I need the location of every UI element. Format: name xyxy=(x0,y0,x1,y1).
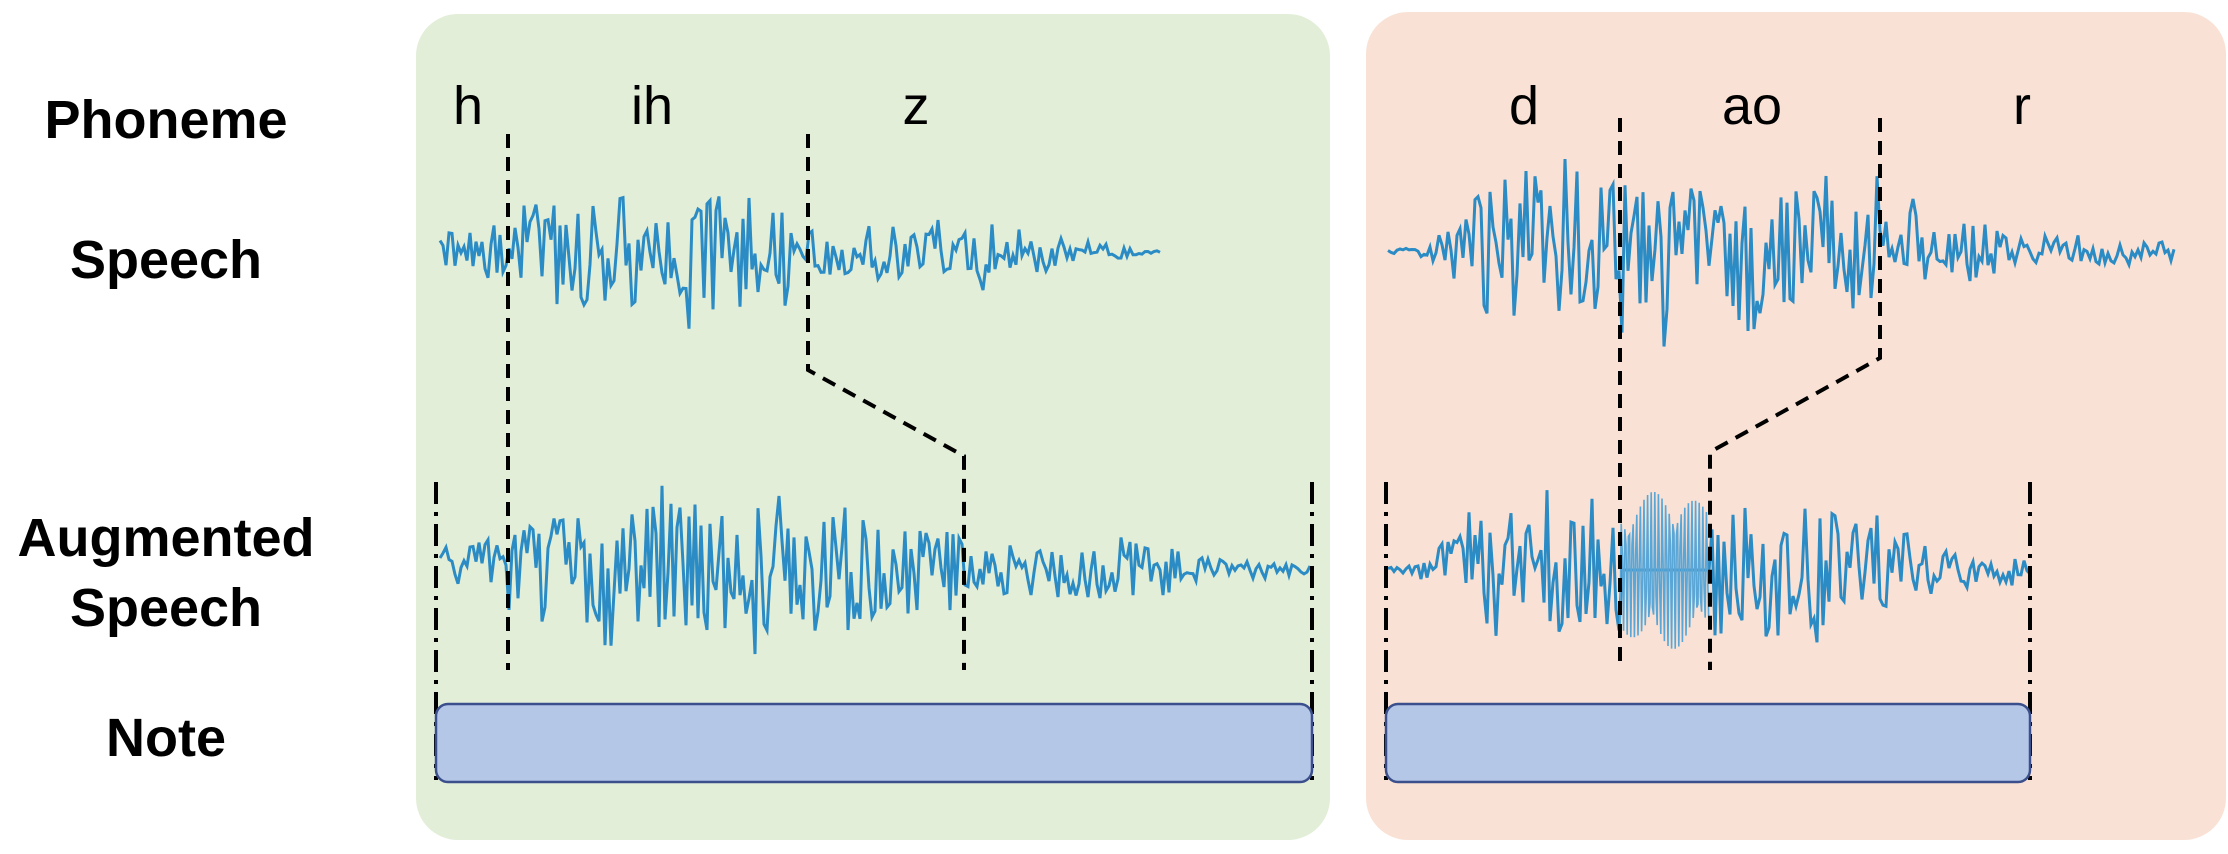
row-label-speech: Speech xyxy=(70,230,262,290)
phoneme-d: d xyxy=(1509,76,1539,136)
note-bar-right xyxy=(1384,702,2032,784)
phoneme-ih: ih xyxy=(631,76,673,136)
speech-waveform-left xyxy=(438,195,1161,329)
boundary-ao-r xyxy=(1708,118,1882,670)
left-panel xyxy=(416,14,1330,840)
boundary-lines-right xyxy=(1618,118,1882,670)
speech-waveform-right xyxy=(1387,159,2176,347)
row-label-phoneme: Phoneme xyxy=(44,90,287,150)
boundary-ih-z xyxy=(806,134,966,670)
row-label-note: Note xyxy=(106,708,226,768)
note-bar-left xyxy=(434,702,1314,784)
phoneme-r: r xyxy=(2013,76,2031,136)
phoneme-ao: ao xyxy=(1722,76,1782,136)
phoneme-h: h xyxy=(453,76,483,136)
augmented-waveform-right-inserted xyxy=(1619,491,1710,649)
right-panel xyxy=(1366,12,2226,840)
phoneme-z: z xyxy=(903,76,930,136)
boundary-lines-left xyxy=(506,134,966,670)
augmented-waveform-left xyxy=(438,485,1312,655)
row-label-augmented-line2: Speech xyxy=(70,578,262,638)
note-extent-lines xyxy=(434,482,2032,780)
row-label-augmented-line1: Augmented xyxy=(18,508,315,568)
